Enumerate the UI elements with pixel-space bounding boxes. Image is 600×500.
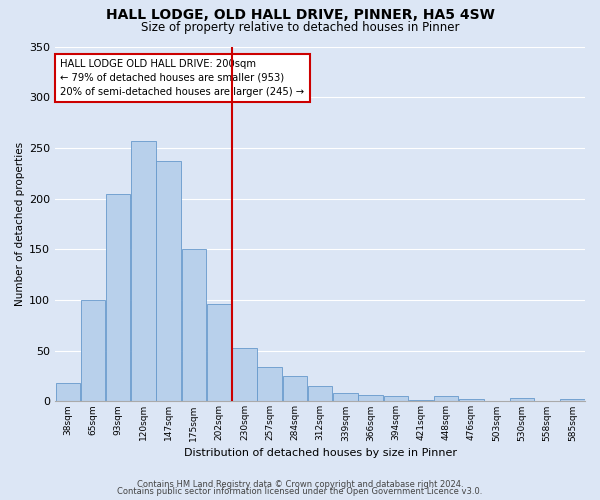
Bar	[106, 194, 130, 402]
Bar	[257, 367, 282, 402]
Y-axis label: Number of detached properties: Number of detached properties	[15, 142, 25, 306]
Text: HALL LODGE OLD HALL DRIVE: 200sqm
← 79% of detached houses are smaller (953)
20%: HALL LODGE OLD HALL DRIVE: 200sqm ← 79% …	[61, 59, 305, 97]
Bar	[308, 386, 332, 402]
Bar	[459, 400, 484, 402]
Bar	[409, 400, 433, 402]
Bar	[283, 376, 307, 402]
Text: Size of property relative to detached houses in Pinner: Size of property relative to detached ho…	[141, 21, 459, 34]
Bar	[509, 398, 534, 402]
Bar	[333, 394, 358, 402]
Bar	[81, 300, 105, 402]
Bar	[358, 396, 383, 402]
Bar	[383, 396, 408, 402]
Text: HALL LODGE, OLD HALL DRIVE, PINNER, HA5 4SW: HALL LODGE, OLD HALL DRIVE, PINNER, HA5 …	[106, 8, 494, 22]
Text: Contains HM Land Registry data © Crown copyright and database right 2024.: Contains HM Land Registry data © Crown c…	[137, 480, 463, 489]
Bar	[157, 161, 181, 402]
Bar	[56, 383, 80, 402]
Bar	[232, 348, 257, 402]
Bar	[560, 400, 584, 402]
X-axis label: Distribution of detached houses by size in Pinner: Distribution of detached houses by size …	[184, 448, 457, 458]
Text: Contains public sector information licensed under the Open Government Licence v3: Contains public sector information licen…	[118, 488, 482, 496]
Bar	[207, 304, 232, 402]
Bar	[131, 141, 155, 402]
Bar	[182, 250, 206, 402]
Bar	[434, 396, 458, 402]
